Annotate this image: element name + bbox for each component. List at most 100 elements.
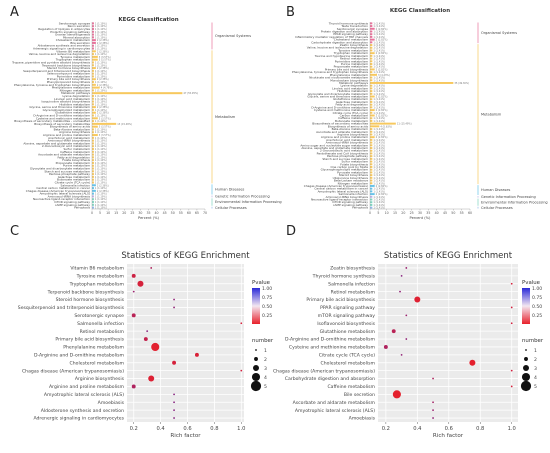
x-tick-label: 0.8 <box>210 426 218 432</box>
bar <box>92 92 183 95</box>
bar <box>370 109 375 112</box>
bar <box>370 190 373 193</box>
category-label: Ascorbate and aldarate metabolism <box>38 153 90 157</box>
bar <box>370 128 373 131</box>
bar <box>92 175 94 178</box>
category-label: Ascorbate and aldarate metabolism <box>316 130 368 134</box>
bar-value-label: 1 (1.19%) <box>95 31 107 34</box>
bar-value-label: 1 (1.19%) <box>95 204 107 207</box>
bar-value-label: 1 (1.41%) <box>373 90 385 93</box>
bar <box>92 125 98 128</box>
category-label: Sesquiterpenoid and triterpenoid biosynt… <box>23 69 90 73</box>
bar-value-label: 1 (1.41%) <box>373 33 385 36</box>
category-label: Alanine, aspartate and glutamate metabol… <box>301 146 368 150</box>
bar-value-label: 1 (1.19%) <box>95 179 107 182</box>
category-label: Primary bile acid biosynthesis <box>47 77 91 81</box>
bar <box>92 206 94 209</box>
y-tick-label: mTOR signaling pathway <box>318 313 376 319</box>
bar-value-label: 2 (2.82%) <box>376 185 388 188</box>
bar <box>370 38 375 41</box>
bar-value-label: 2 (2.38%) <box>97 190 109 193</box>
x-tick-label: 0.2 <box>130 426 138 432</box>
category-label: Cholesterol metabolism <box>56 38 90 42</box>
number-legend-dot <box>523 365 529 371</box>
category-label: Pantothenate and CoA biosynthesis <box>317 151 369 155</box>
category-label: Galactose metabolism <box>58 175 90 179</box>
pvalue-tick-label: 0.25 <box>532 313 542 319</box>
category-label: Propanoate metabolism <box>56 161 91 165</box>
category-label: Butanoate metabolism <box>57 178 90 182</box>
category-label: Bile secretion <box>70 41 90 45</box>
pvalue-tick-label: 0.50 <box>262 304 272 310</box>
bar <box>370 106 373 109</box>
y-tick-label: D-Arginine and D-ornithine metabolism <box>285 337 376 343</box>
bar <box>92 83 96 86</box>
category-label: mTOR signaling pathway <box>332 200 368 204</box>
bar <box>92 128 94 131</box>
bar <box>370 84 373 87</box>
x-tick-label: 0 <box>91 211 93 215</box>
bar <box>370 103 373 106</box>
bar-value-label: 1 (1.41%) <box>373 177 385 180</box>
bar-value-label: 1 (1.19%) <box>95 103 107 106</box>
category-label: Aminoacyl-tRNA biosynthesis <box>326 141 369 145</box>
bar-value-label: 1 (1.19%) <box>95 137 107 140</box>
bar <box>92 86 100 89</box>
category-label: Glyoxylate and dicarboxylate metabolism <box>30 167 90 171</box>
category-label: Valine, leucine and isoleucine degradati… <box>29 52 90 56</box>
y-tick-label: Chagas disease (American trypanosomiasis… <box>273 368 375 374</box>
data-point <box>194 352 199 357</box>
bar-value-label: 1 (1.41%) <box>373 133 385 136</box>
data-point <box>510 322 513 325</box>
data-point <box>172 360 177 365</box>
category-label: Adrenergic signaling in cardiomyocytes <box>33 47 90 51</box>
x-tick-label: 15 <box>393 211 397 215</box>
y-tick-label: Retinol metabolism <box>331 289 376 295</box>
category-label: Prolactin signaling pathway <box>50 30 90 34</box>
bar <box>370 174 373 177</box>
category-label: Glutathione metabolism <box>55 111 90 115</box>
data-point <box>432 401 434 404</box>
bar-value-label: 1 (1.19%) <box>95 176 107 179</box>
bar-value-label: 13 (15.48%) <box>117 123 132 126</box>
bar-value-label: 1 (1.19%) <box>95 48 107 51</box>
bar-value-label: 1 (1.41%) <box>373 128 385 131</box>
category-label: Glycine, serine and threonine metabolism <box>307 95 368 99</box>
pvalue-tick-label: 1.00 <box>262 286 272 292</box>
data-point <box>391 329 396 334</box>
bar-value-label: 2 (2.38%) <box>97 67 109 70</box>
bar <box>92 64 94 67</box>
group-label: Environmental Information Processing <box>215 200 282 204</box>
bar-value-label: 2 (2.82%) <box>376 68 388 71</box>
bar-value-label: 1 (1.19%) <box>95 142 107 145</box>
bar-value-label: 1 (1.19%) <box>95 25 107 28</box>
y-tick-label: Terpenoid backbone biosynthesis <box>47 289 125 295</box>
bar-value-label: 1 (1.41%) <box>373 66 385 69</box>
bar-value-label: 1 (1.41%) <box>373 161 385 164</box>
number-legend-dot <box>524 357 528 361</box>
bar <box>370 147 373 149</box>
bar-value-label: 1 (1.41%) <box>373 106 385 109</box>
category-label: Biosynthesis of amino acids <box>50 125 91 129</box>
bar-value-label: 1 (1.41%) <box>373 36 385 39</box>
bar <box>370 157 373 160</box>
bar <box>370 136 375 139</box>
category-label: Zeatin biosynthesis <box>340 43 369 47</box>
bar-value-label: 1 (1.19%) <box>95 75 107 78</box>
data-point <box>173 393 175 396</box>
category-label: Cholesterol metabolism <box>334 38 368 42</box>
category-label: Tropane, piperidine and pyridine alkaloi… <box>11 60 90 64</box>
bar-value-label: 1 (1.41%) <box>373 155 385 158</box>
y-tick-label: Tryptophan metabolism <box>69 281 125 287</box>
bar-value-label: 1 (1.19%) <box>95 201 107 204</box>
bar <box>92 75 94 78</box>
y-tick-label: Serotonergic synapse <box>74 313 124 319</box>
bar <box>92 58 98 61</box>
panel-letter-b: B <box>286 5 295 20</box>
data-point <box>150 267 153 269</box>
bar <box>92 153 94 156</box>
group-label: Genetic Information Processing <box>481 195 536 199</box>
bar <box>92 108 94 111</box>
x-tick-label: 15 <box>114 211 118 215</box>
bar-value-label: 1 (1.41%) <box>373 117 385 120</box>
